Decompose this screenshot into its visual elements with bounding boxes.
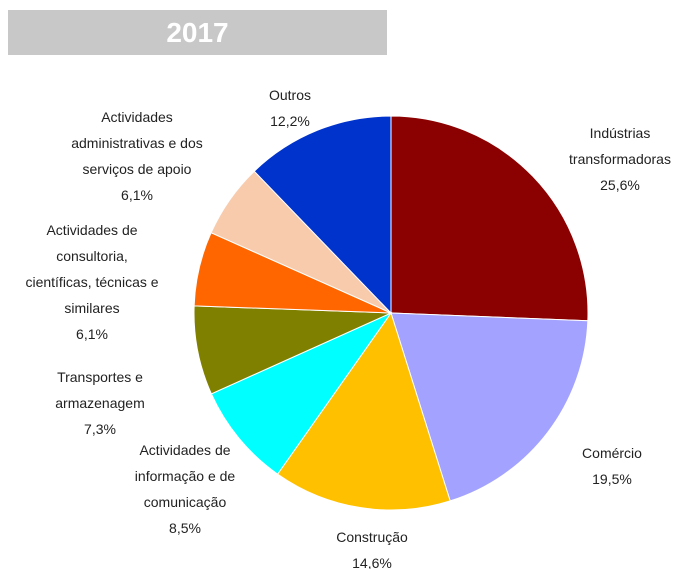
value-label: 19,5% — [592, 471, 632, 487]
category-label: Actividades de informação e de comunicaç… — [134, 442, 236, 510]
value-label: 12,2% — [270, 113, 310, 129]
category-label: Construção — [336, 529, 408, 545]
slice-label: Actividades administrativas e dos serviç… — [37, 104, 237, 208]
value-label: 6,1% — [121, 187, 153, 203]
slice-label: Transportes e armazenagem 7,3% — [0, 364, 200, 442]
category-label: Comércio — [582, 445, 642, 461]
slice-label: Comércio 19,5% — [512, 440, 675, 492]
value-label: 8,5% — [169, 520, 201, 536]
slice-label: Construção 14,6% — [272, 524, 472, 569]
category-label: Actividades administrativas e dos serviç… — [71, 109, 203, 177]
category-label: Indústrias transformadoras — [569, 125, 671, 167]
pie-slice — [276, 311, 451, 511]
category-label: Outros — [268, 87, 311, 103]
category-label: Actividades de consultoria, científicas,… — [25, 222, 159, 316]
category-label: Transportes e armazenagem — [55, 369, 145, 411]
pie-slice — [210, 311, 393, 475]
value-label: 14,6% — [352, 555, 392, 569]
value-label: 7,3% — [84, 421, 116, 437]
value-label: 25,6% — [600, 177, 640, 193]
pie-slice — [390, 115, 589, 322]
value-label: 6,1% — [76, 326, 108, 342]
chart-title: 2017 — [8, 10, 387, 55]
slice-label: Indústrias transformadoras 25,6% — [520, 120, 675, 198]
pie-slice — [390, 312, 589, 502]
slice-label: Outros 12,2% — [190, 82, 390, 134]
pie-slice — [253, 115, 392, 315]
slice-label: Actividades de informação e de comunicaç… — [85, 437, 285, 541]
slice-label: Actividades de consultoria, científicas,… — [0, 217, 192, 347]
